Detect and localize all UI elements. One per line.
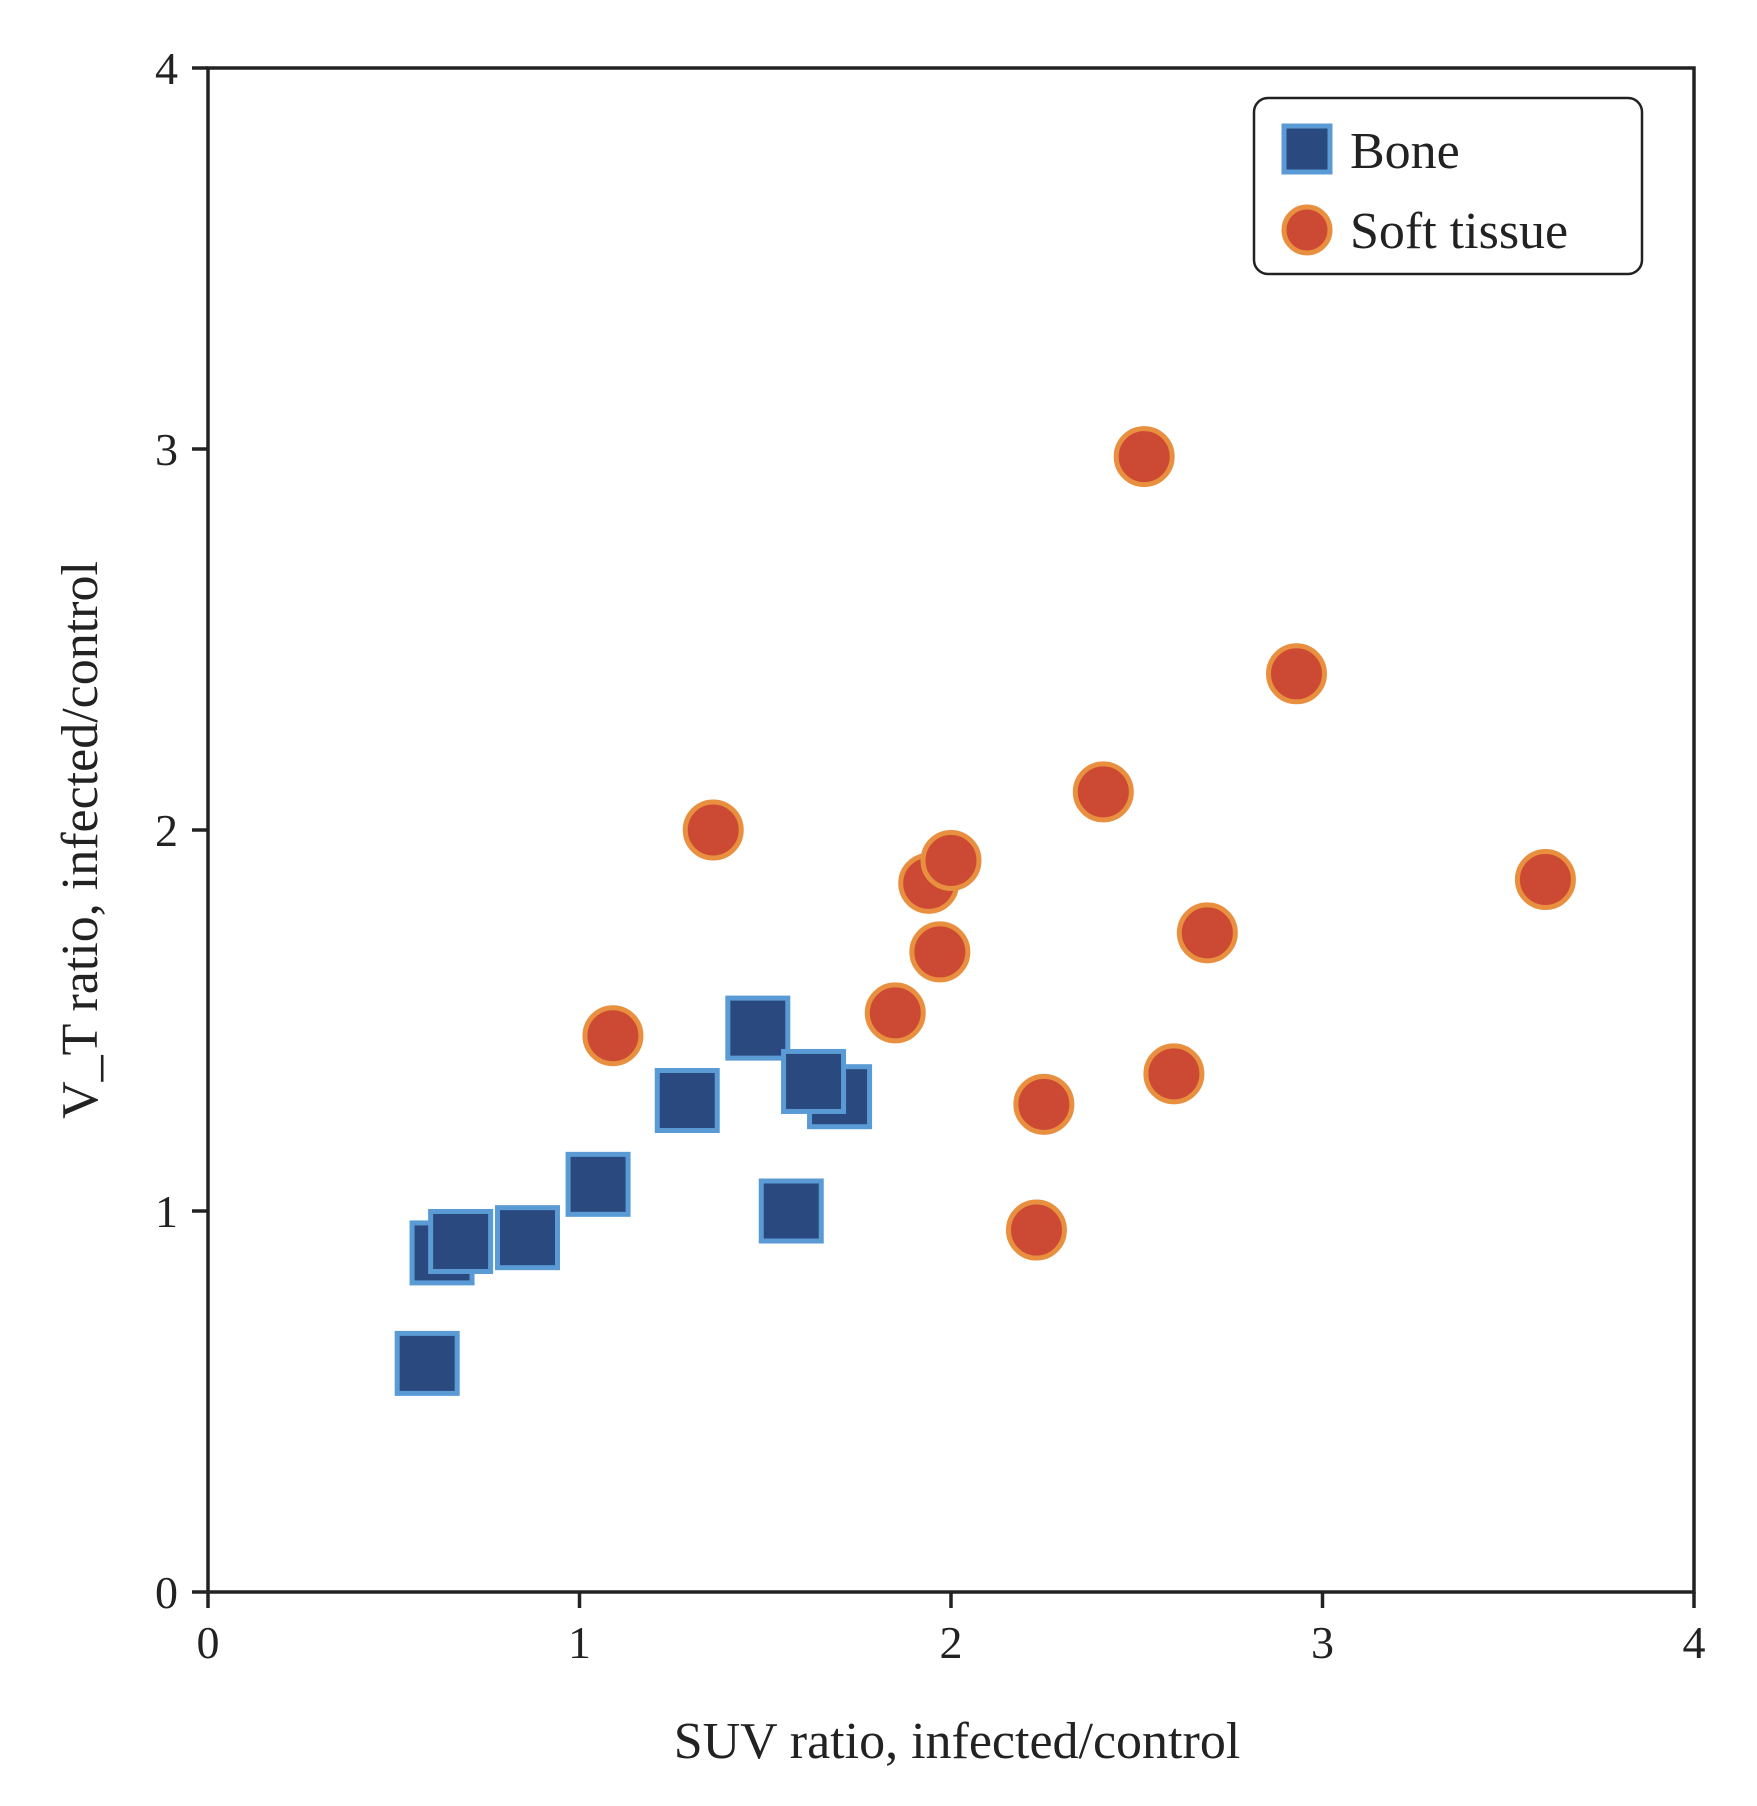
legend: Bone Soft tissue (1252, 96, 1644, 276)
data-point-bone (394, 1330, 460, 1396)
points-layer (394, 426, 1576, 1396)
data-point-soft-tissue (864, 982, 926, 1044)
data-point-bone (428, 1208, 494, 1274)
data-point-soft-tissue (920, 829, 982, 891)
x-tick-label: 3 (1311, 1617, 1334, 1668)
series-bone (394, 995, 873, 1396)
data-point-bone (654, 1068, 720, 1134)
data-point-soft-tissue (909, 921, 971, 983)
x-tick-label: 2 (940, 1617, 963, 1668)
data-point-soft-tissue (1514, 849, 1576, 911)
data-point-soft-tissue (1005, 1199, 1067, 1261)
data-point-soft-tissue (1072, 761, 1134, 823)
series-soft-tissue (582, 426, 1576, 1261)
y-tick-label: 4 (155, 43, 178, 94)
data-point-bone (758, 1178, 824, 1244)
y-tick-label: 1 (155, 1186, 178, 1237)
data-point-soft-tissue (1265, 643, 1327, 705)
y-tick-label: 0 (155, 1567, 178, 1618)
x-tick-label: 1 (568, 1617, 591, 1668)
legend-marker-soft-tissue (1281, 204, 1333, 256)
data-point-bone (725, 995, 791, 1061)
data-point-bone (494, 1205, 560, 1271)
legend-label-soft-tissue: Soft tissue (1350, 203, 1568, 260)
legend-box (1252, 96, 1644, 276)
data-point-soft-tissue (1113, 426, 1175, 488)
legend-label-bone: Bone (1350, 123, 1460, 180)
data-point-soft-tissue (1013, 1073, 1075, 1135)
data-point-bone (781, 1048, 847, 1114)
data-point-soft-tissue (1143, 1043, 1205, 1105)
x-tick-label: 0 (197, 1617, 220, 1668)
legend-marker-bone (1281, 123, 1333, 175)
axes-layer: 0 1 2 3 4 0 1 2 3 4 (155, 43, 1706, 1668)
data-point-soft-tissue (582, 1005, 644, 1067)
y-tick-label: 3 (155, 424, 178, 475)
data-point-bone (565, 1151, 631, 1217)
y-tick-label: 2 (155, 805, 178, 856)
y-axis-label: V_T ratio, infected/control (52, 561, 109, 1119)
x-tick-label: 4 (1683, 1617, 1706, 1668)
data-point-soft-tissue (682, 799, 744, 861)
x-axis-label: SUV ratio, infected/control (674, 1713, 1241, 1770)
data-point-soft-tissue (1176, 902, 1238, 964)
